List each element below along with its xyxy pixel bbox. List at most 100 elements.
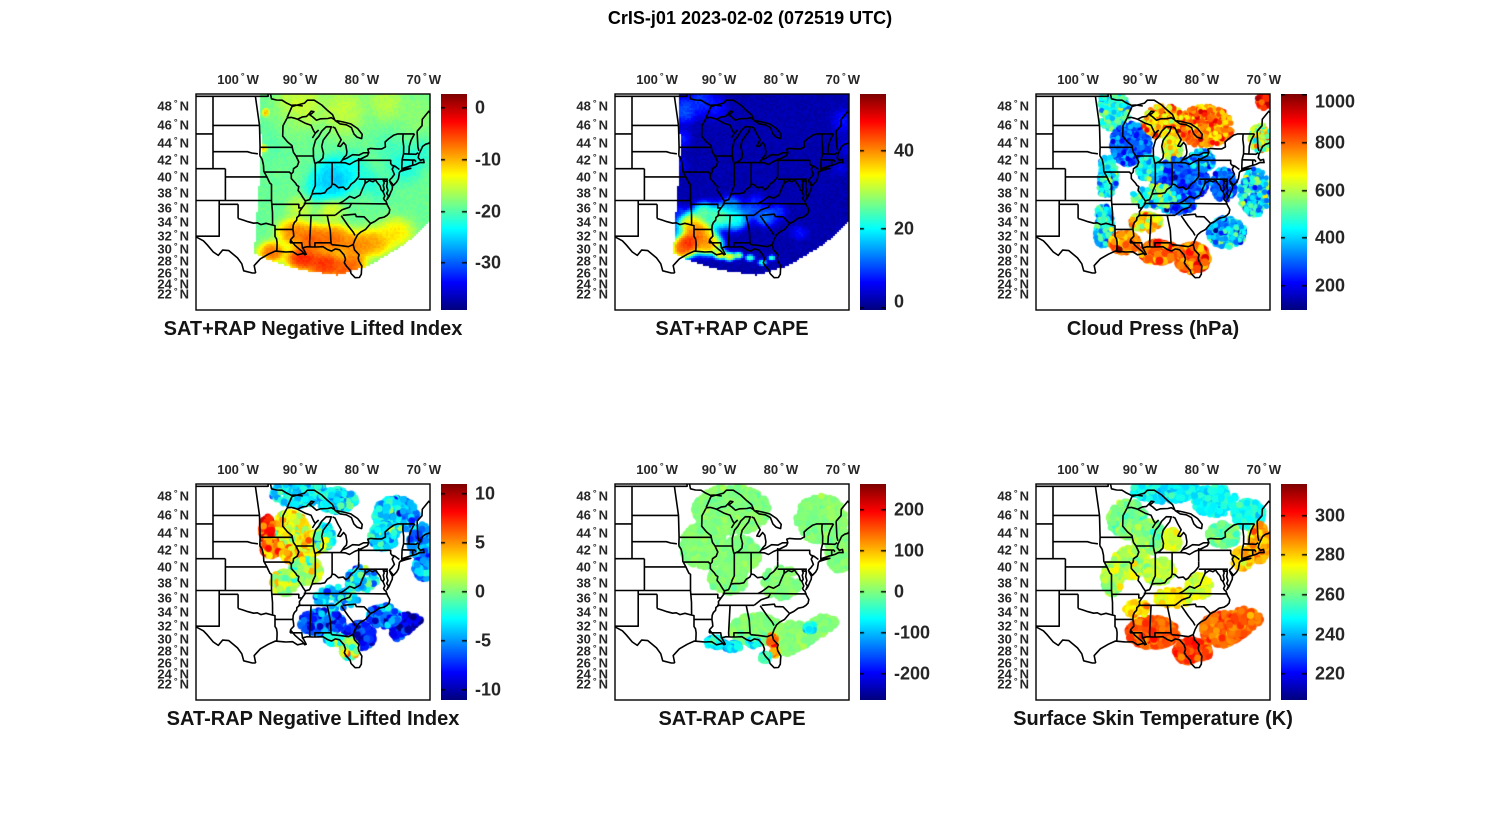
colorbar-tick-label: 100 [894,540,925,561]
lat-tick-label: 40 ° N [997,168,1029,185]
panel-title: SAT-RAP CAPE [658,708,806,730]
degree-symbol: ° [1013,214,1018,225]
colorbar-tick-label: 400 [1315,227,1346,248]
colorbar-tick-label: 0 [894,291,905,312]
lat-tick-label: 44 ° N [157,524,189,541]
state-boundaries [1036,94,1270,279]
lon-tick-label: 90 ° W [1122,71,1158,87]
lon-tick-label: 100 ° W [1057,71,1099,87]
lat-tick-label: 30 ° N [157,631,189,647]
colorbar-tick-label: -30 [475,252,502,273]
colorbar-tick-label: 10 [475,483,496,504]
degree-symbol: ° [592,589,597,600]
degree-symbol: ° [173,134,178,145]
colorbar-tick-label: 40 [894,140,915,161]
state-boundaries [196,94,430,279]
lat-tick-label: 30 ° N [997,241,1029,257]
degree-symbol: ° [1013,285,1018,296]
map-frame [1035,483,1271,701]
degree-symbol: ° [659,71,664,82]
degree-symbol: ° [592,168,597,179]
panel-sat-minus-rap-cape: 100 ° W 90 ° W 80 ° W 70 ° W 48 ° N 46 ° N 44 ° N 42 ° N 40 ° N 38 °… [555,454,946,754]
lat-tick-label: 28 ° N [576,253,608,269]
degree-symbol: ° [173,253,178,264]
map-outlines-svg [614,93,850,311]
degree-symbol: ° [592,214,597,225]
lat-tick-label: 28 ° N [997,643,1029,659]
colorbar-tick-label: -5 [475,630,492,651]
colorbar-tick-label: 240 [1315,624,1346,645]
lat-tick-label: 22 ° N [997,675,1029,692]
state-boundaries [1036,484,1270,669]
degree-symbol: ° [173,264,178,275]
degree-symbol: ° [173,604,178,615]
lat-tick-label: 40 ° N [576,558,608,575]
degree-symbol: ° [592,618,597,629]
map-frame [195,483,431,701]
degree-symbol: ° [1013,654,1018,665]
colorbar-tick-label: 300 [1315,505,1346,526]
lat-tick-label: 30 ° N [576,631,608,647]
degree-symbol: ° [1013,134,1018,145]
degree-symbol: ° [1013,116,1018,127]
degree-symbol: ° [592,675,597,686]
degree-symbol: ° [173,184,178,195]
degree-symbol: ° [173,116,178,127]
map-frame [614,93,850,311]
degree-symbol: ° [1013,604,1018,615]
panel-surface-skin-temp: 100 ° W 90 ° W 80 ° W 70 ° W 48 ° N 46 ° N 44 ° N 42 ° N 40 ° N 38 °… [976,454,1367,754]
lat-tick-label: 24 ° N [576,665,608,682]
colorbar-tick-label: 220 [1315,663,1346,684]
degree-symbol: ° [361,461,365,472]
panel-title: SAT+RAP CAPE [655,318,809,340]
map-frame [614,483,850,701]
lon-tick-label: 100 ° W [1057,461,1099,477]
degree-symbol: ° [1013,152,1018,163]
degree-symbol: ° [299,71,303,82]
degree-symbol: ° [592,558,597,569]
degree-symbol: ° [361,71,365,82]
degree-symbol: ° [173,214,178,225]
colorbar-tick-label: 200 [1315,275,1346,296]
lat-tick-label: 38 ° N [997,184,1029,201]
degree-symbol: ° [423,71,427,82]
degree-symbol: ° [1013,675,1018,686]
map-outlines-svg [195,483,431,701]
degree-symbol: ° [1013,97,1018,108]
degree-symbol: ° [1013,574,1018,585]
degree-symbol: ° [173,487,178,498]
state-boundaries [196,484,430,669]
degree-symbol: ° [173,275,178,286]
lon-tick-label: 90 ° W [701,461,737,477]
lat-tick-label: 38 ° N [576,574,608,591]
colorbar-tick-label: 20 [894,218,915,239]
lat-tick-label: 32 ° N [157,618,189,634]
degree-symbol: ° [1013,184,1018,195]
lat-tick-label: 26 ° N [157,264,189,281]
degree-symbol: ° [1013,618,1018,629]
degree-symbol: ° [1013,542,1018,553]
degree-symbol: ° [1013,665,1018,676]
lon-tick-label: 80 ° W [1184,461,1220,477]
degree-symbol: ° [592,184,597,195]
panel-sat-plus-rap-nli: 100 ° W 90 ° W 80 ° W 70 ° W 48 ° N 46 ° N 44 ° N 42 ° N 40 ° N 38 °… [136,64,527,364]
lat-tick-label: 46 ° N [157,506,189,523]
colorbar-tick-label: -10 [475,679,502,700]
degree-symbol: ° [1080,461,1085,472]
degree-symbol: ° [173,675,178,686]
degree-symbol: ° [1013,199,1018,210]
colorbar [860,484,886,700]
lat-tick-label: 30 ° N [997,631,1029,647]
lat-tick-label: 48 ° N [157,97,189,114]
map-outlines-svg [1035,93,1271,311]
lat-tick-label: 48 ° N [157,487,189,504]
degree-symbol: ° [1013,264,1018,275]
lat-tick-label: 36 ° N [157,199,189,216]
degree-symbol: ° [592,631,597,642]
lon-tick-label: 90 ° W [282,461,318,477]
degree-symbol: ° [659,461,664,472]
lat-tick-label: 22 ° N [997,285,1029,302]
lat-tick-label: 44 ° N [576,134,608,151]
colorbar-tick-label: -200 [894,663,931,683]
degree-symbol: ° [718,71,722,82]
